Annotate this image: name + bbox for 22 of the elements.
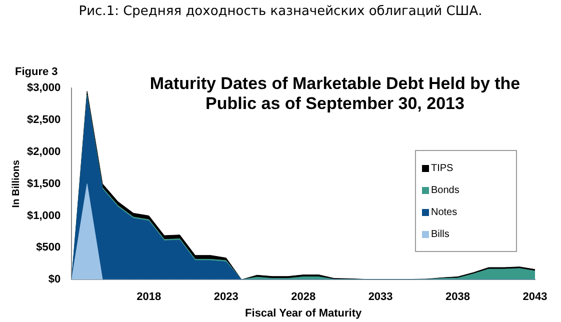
text: Рис.1: Средняя доходность казначейских облигаций США.: [78, 4, 484, 19]
y-tick-label: $1,000: [26, 210, 61, 222]
x-tick-label: 2018: [136, 291, 162, 304]
x-tick-label: 2038: [446, 291, 470, 304]
y-tick-label: $500: [36, 242, 61, 254]
legend-label: Bonds: [431, 184, 460, 196]
legend-label: Bills: [431, 228, 450, 240]
y-tick-label: $2,500: [26, 114, 61, 126]
y-tick-label: $1,500: [26, 178, 61, 190]
y-axis-title: In Billions: [10, 159, 22, 208]
x-tick-label: 2028: [291, 291, 316, 304]
legend-label: TIPS: [431, 162, 454, 174]
x-tick-label: 2033: [368, 291, 393, 304]
y-tick-label: $3,000: [26, 82, 61, 94]
y-tick-label: $2,000: [26, 146, 61, 158]
legend-label: Notes: [431, 206, 458, 218]
y-tick-label: $0: [48, 274, 61, 286]
x-axis-title: Fiscal Year of Maturity: [245, 307, 362, 320]
chart-title: Maturity Dates of Marketable Debt Held by the Public as of September 30, 2013: [148, 74, 522, 114]
caption: Figure 3: [15, 66, 58, 78]
x-tick-label: 2023: [214, 291, 238, 304]
x-tick-label: 2043: [522, 291, 548, 304]
